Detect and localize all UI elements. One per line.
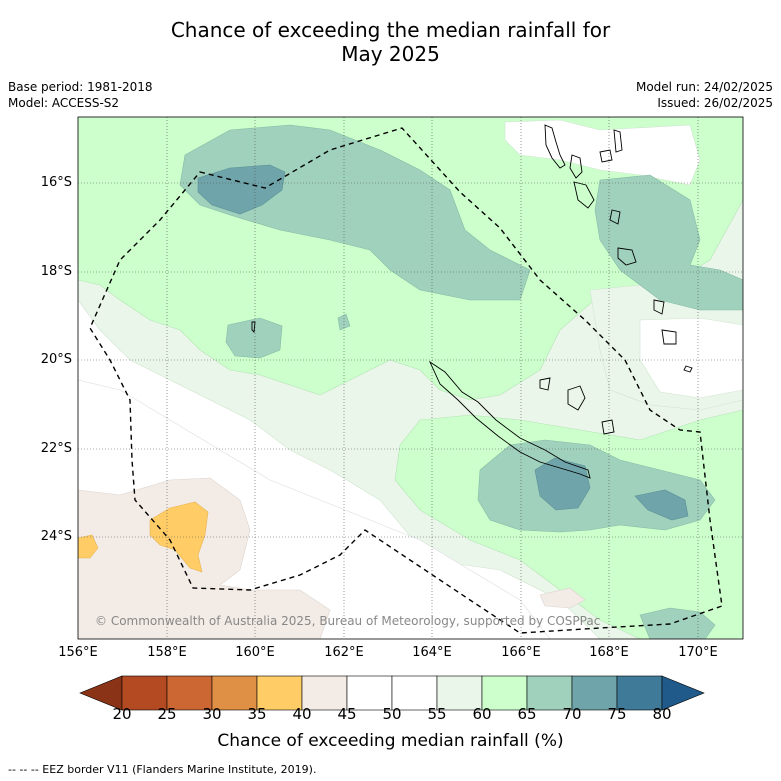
island-mare — [601, 419, 615, 435]
colorbar-bin-70-75 — [571, 675, 618, 711]
vanuatu-island-b — [613, 129, 623, 153]
colorbar-tick: 80 — [652, 705, 672, 723]
vanuatu-malakula — [573, 181, 595, 209]
colorbar-tick: 40 — [292, 705, 312, 723]
colorbar-bin-35-40 — [256, 675, 303, 711]
colorbar-high-extend — [661, 675, 705, 711]
lon-label-156e: 156°E — [58, 645, 98, 660]
colorbar-bin-20-25 — [121, 675, 168, 711]
contour-40-45 — [78, 477, 331, 639]
lat-label-22s: 22°S — [40, 441, 72, 456]
colorbar-bin-40-45 — [301, 675, 348, 711]
colorbar-bin-30-35 — [211, 675, 258, 711]
eez-border — [89, 127, 723, 634]
map-title: Chance of exceeding the median rainfall … — [0, 18, 781, 66]
title-line-2: May 2025 — [341, 42, 440, 66]
colorbar-tick: 35 — [247, 705, 267, 723]
vanuatu-efate — [609, 209, 621, 225]
island-chesterfield — [251, 321, 256, 333]
colorbar-bin-60-65 — [481, 675, 528, 711]
vanuatu-santo — [569, 154, 583, 179]
lon-label-166e: 166°E — [501, 645, 541, 660]
contour-35-40 — [149, 501, 209, 573]
lon-label-168e: 168°E — [589, 645, 629, 660]
colorbar-tick: 45 — [337, 705, 357, 723]
lon-label-162e: 162°E — [324, 645, 364, 660]
colorbar-bin-55-60 — [436, 675, 483, 711]
colorbar-tick: 55 — [427, 705, 447, 723]
lat-label-16s: 16°S — [40, 175, 72, 190]
contour-white-north — [504, 119, 701, 186]
colorbar-bin-75-80 — [616, 675, 663, 711]
eez-footnote: -- -- -- EEZ border V11 (Flanders Marine… — [8, 763, 317, 776]
coastlines — [251, 124, 693, 479]
lat-label-24s: 24°S — [40, 529, 72, 544]
colorbar-tick: 20 — [112, 705, 132, 723]
lon-label-158e: 158°E — [147, 645, 187, 660]
contour-65-70-west — [225, 317, 283, 359]
issued-date: Issued: 26/02/2025 — [657, 96, 773, 110]
colorbar-tick: 65 — [517, 705, 537, 723]
title-line-1: Chance of exceeding the median rainfall … — [170, 18, 611, 42]
loyalty-islands — [567, 385, 586, 411]
colorbar-tick: 60 — [472, 705, 492, 723]
vanuatu-small — [599, 149, 613, 163]
colorbar — [79, 675, 705, 711]
base-period: Base period: 1981-2018 — [8, 80, 153, 94]
colorbar-bin-25-30 — [166, 675, 213, 711]
colorbar-tick: 25 — [157, 705, 177, 723]
graticule — [78, 117, 743, 639]
colorbar-title: Chance of exceeding median rainfall (%) — [217, 731, 564, 751]
lat-label-18s: 18°S — [40, 264, 72, 279]
copyright-credit: © Commonwealth of Australia 2025, Bureau… — [95, 614, 601, 628]
contour-35-40-west — [78, 534, 99, 559]
colorbar-tick: 30 — [202, 705, 222, 723]
lon-label-160e: 160°E — [235, 645, 275, 660]
island-lifou — [539, 377, 551, 391]
contour-65-70-se — [639, 607, 716, 639]
contour-65-70-east — [594, 174, 743, 311]
contour-white-ne — [639, 317, 743, 399]
colorbar-tick: 70 — [562, 705, 582, 723]
island-ne — [653, 299, 665, 315]
colorbar-bin-45-50 — [346, 675, 393, 711]
lat-label-20s: 20°S — [40, 352, 72, 367]
colorbar-tick: 50 — [382, 705, 402, 723]
colorbar-bin-50-55 — [391, 675, 438, 711]
new-caledonia-coast — [428, 360, 591, 479]
contour-70-75-se — [634, 489, 689, 521]
lon-label-164e: 164°E — [412, 645, 452, 660]
island-ne-3 — [683, 365, 693, 373]
island-ne-2 — [661, 329, 677, 345]
meta-right: Model run: 24/02/2025 Issued: 26/02/2025 — [636, 79, 773, 111]
meta-left: Base period: 1981-2018 Model: ACCESS-S2 — [8, 79, 153, 111]
model-run: Model run: 24/02/2025 — [635, 80, 773, 94]
vanuatu-tanna — [617, 247, 637, 266]
vanuatu-north — [544, 124, 566, 169]
lon-label-170e: 170°E — [678, 645, 718, 660]
colorbar-tick: 75 — [607, 705, 627, 723]
map-frame — [77, 116, 744, 640]
rainfall-field — [78, 117, 743, 639]
model-name: Model: ACCESS-S2 — [8, 96, 120, 110]
contour-40-45-south — [539, 587, 586, 609]
